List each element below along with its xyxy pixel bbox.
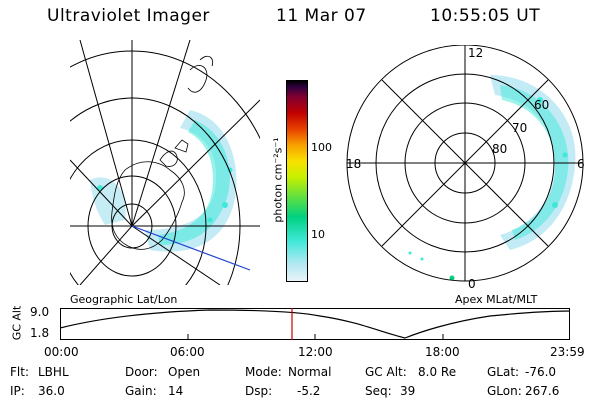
altitude-xtick-3: 18:00 — [425, 345, 460, 359]
altitude-xtick-1: 06:00 — [170, 345, 205, 359]
mlat-label-80: 80 — [492, 142, 508, 156]
polar-grid — [346, 45, 584, 282]
footer-dsp-key: Dsp: — [245, 384, 273, 398]
polar-plot — [346, 45, 584, 282]
colorbar-tick-100: 100 — [311, 141, 332, 154]
altitude-xtick-0: 00:00 — [44, 345, 79, 359]
altitude-ylabel: GC Alt — [10, 305, 24, 341]
terminator-line — [131, 225, 251, 271]
altitude-xtick-4: 23:59 — [550, 345, 585, 359]
mlt-label-top: 12 — [468, 46, 484, 60]
footer-glon-key: GLon: — [487, 384, 522, 398]
coastlines — [111, 55, 214, 250]
mlt-label-right: 6 — [577, 157, 585, 171]
instrument-title: Ultraviolet Imager — [47, 6, 210, 26]
altitude-xticks-marks — [187, 334, 444, 340]
geographic-label: Geographic Lat/Lon — [70, 293, 178, 306]
auroral-emission-mag — [408, 75, 576, 281]
footer-flt-val: LBHL — [38, 365, 69, 379]
colorbar-tick-10: 10 — [311, 228, 325, 241]
footer-gcalt-key: GC Alt: — [365, 365, 407, 379]
footer-door-key: Door: — [125, 365, 158, 379]
footer-dsp-val: -5.2 — [297, 384, 321, 398]
footer-ip-val: 36.0 — [38, 384, 65, 398]
footer-seq-key: Seq: — [365, 384, 392, 398]
footer-mode-key: Mode: — [245, 365, 282, 379]
mlat-label-70: 70 — [512, 121, 528, 135]
colorbar — [286, 80, 308, 282]
footer-door-val: Open — [168, 365, 201, 379]
time-text: 10:55:05 UT — [430, 6, 541, 26]
footer-glat-key: GLat: — [487, 365, 520, 379]
footer-mode-val: Normal — [288, 365, 332, 379]
magnetic-label: Apex MLat/MLT — [455, 293, 538, 306]
altitude-xtick-2: 12:00 — [298, 345, 333, 359]
mlat-label-60: 60 — [534, 98, 550, 112]
footer-gain-key: Gain: — [125, 384, 157, 398]
footer-flt-key: Flt: — [10, 365, 29, 379]
longitude-meridians — [70, 40, 260, 285]
geographic-map — [70, 40, 260, 285]
altitude-plot — [60, 308, 570, 340]
mlt-label-left: 18 — [346, 157, 362, 171]
footer-gain-val: 14 — [168, 384, 184, 398]
date-text: 11 Mar 07 — [276, 6, 367, 26]
altitude-curve — [60, 309, 570, 339]
footer-glat-val: -76.0 — [525, 365, 557, 379]
altitude-ytick-bottom: 1.8 — [30, 326, 50, 340]
mlt-label-bottom: 0 — [468, 277, 476, 291]
footer-gcalt-val: 8.0 Re — [418, 365, 457, 379]
footer-seq-val: 39 — [400, 384, 416, 398]
footer-glon-val: 267.6 — [525, 384, 560, 398]
colorbar-label: photon cm⁻²s⁻¹ — [271, 137, 285, 223]
altitude-ytick-top: 9.0 — [30, 305, 50, 319]
footer-ip-key: IP: — [10, 384, 25, 398]
